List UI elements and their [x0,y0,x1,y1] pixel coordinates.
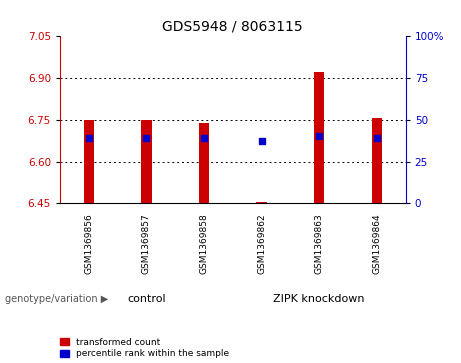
Text: GSM1369864: GSM1369864 [372,214,381,274]
Bar [256,202,267,203]
Text: GSM1369863: GSM1369863 [315,214,324,274]
Bar [314,73,325,203]
Text: genotype/variation ▶: genotype/variation ▶ [5,294,108,305]
Text: GSM1369857: GSM1369857 [142,214,151,274]
Bar [199,123,209,203]
Bar [372,118,382,203]
Text: GSM1369856: GSM1369856 [84,214,93,274]
Text: GSM1369862: GSM1369862 [257,214,266,274]
Bar [83,120,94,203]
Legend: transformed count, percentile rank within the sample: transformed count, percentile rank withi… [60,338,229,359]
Text: GSM1369858: GSM1369858 [200,214,208,274]
Title: GDS5948 / 8063115: GDS5948 / 8063115 [162,20,303,34]
Bar [141,120,152,203]
Text: control: control [127,294,165,305]
Text: ZIPK knockdown: ZIPK knockdown [273,294,365,305]
